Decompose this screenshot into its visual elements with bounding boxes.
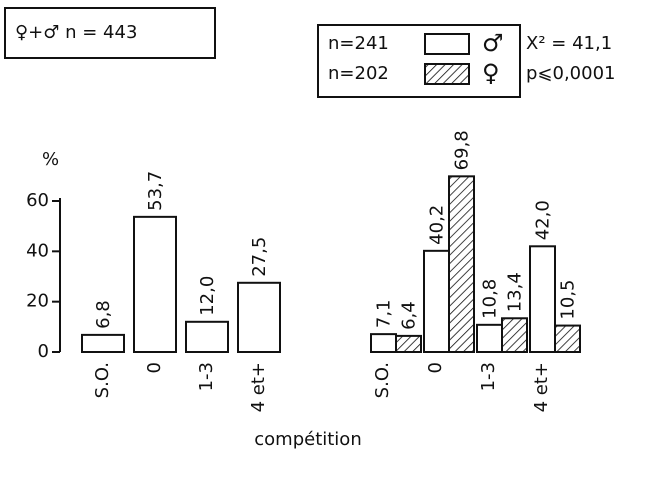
legend-box [317,24,521,98]
bar [395,334,422,354]
value-label: 7,1 [374,299,395,328]
y-axis-label: % [42,149,59,170]
x-tick-label: 0 [144,362,165,373]
x-tick-label: 4 et+ [531,362,552,412]
bar [448,175,475,353]
value-label: 13,4 [505,272,526,312]
legend-entry: ♀ [482,59,500,87]
x-tick-label: 0 [425,362,446,373]
bar [501,317,528,354]
value-label: 6,4 [399,301,420,330]
value-label: 27,5 [249,237,270,277]
y-tick-label: 60 [26,190,49,211]
legend-entry: ♂ [482,29,504,57]
value-label: 40,2 [427,205,448,245]
bar [237,281,281,353]
bar [423,249,450,353]
y-tick-label: 40 [26,240,49,261]
bar [81,333,125,353]
statistic: X² = 41,1 [526,33,612,54]
x-tick-label: S.O. [372,362,393,398]
value-label: 69,8 [452,130,473,170]
x-tick-label: 4 et+ [248,362,269,412]
bar [529,245,556,353]
x-tick-label: S.O. [92,362,113,398]
x-tick-label: 1-3 [478,362,499,391]
y-tick-label: 0 [38,341,49,362]
value-label: 10,8 [480,279,501,319]
value-label: 6,8 [93,300,114,329]
value-label: 10,5 [558,279,579,319]
bar [370,333,397,353]
bar [133,215,177,353]
value-label: 12,0 [197,276,218,316]
x-axis-label: compétition [254,429,361,450]
x-tick-label: 1-3 [196,362,217,391]
y-tick-label: 20 [26,291,49,312]
statistic: p⩽0,0001 [526,63,616,84]
legend-swatch [424,33,470,55]
bar [476,323,503,354]
legend-label: n=202 [328,63,389,84]
bar [185,320,229,353]
annotation-box [4,7,216,59]
annotation: ♀+♂ n = 443 [15,22,137,43]
value-label: 42,0 [533,200,554,240]
bar [554,324,581,354]
value-label: 53,7 [145,171,166,211]
legend-label: n=241 [328,33,389,54]
legend-swatch [424,63,470,85]
